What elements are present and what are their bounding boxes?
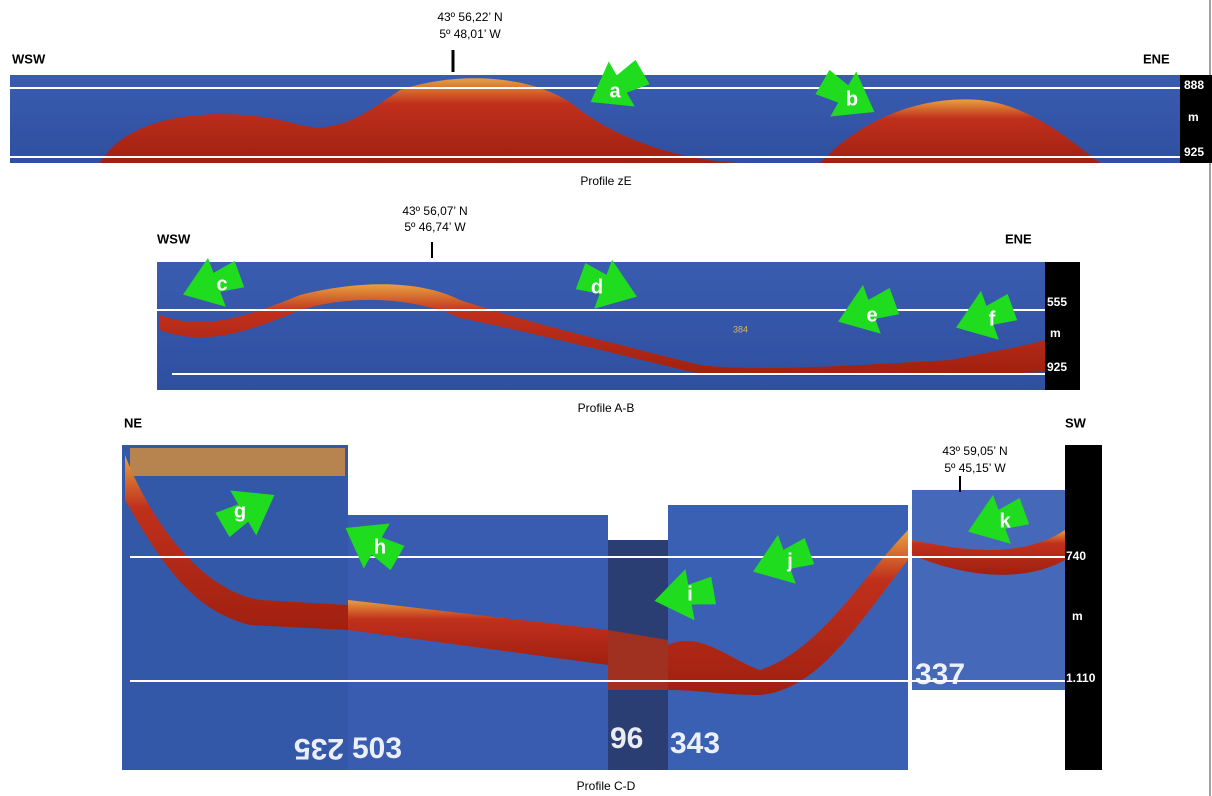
marker-label: g	[234, 500, 246, 522]
figure: 888 m 925 WSW ENE 43º 56,22’ N 5º 48,01’…	[0, 0, 1212, 796]
marker-label: h	[374, 536, 386, 558]
marker-label: i	[687, 583, 693, 605]
scale-bar	[1065, 445, 1102, 770]
direction-label: SW	[1065, 415, 1087, 430]
depth-unit: m	[1188, 110, 1199, 124]
depth-unit: m	[1072, 609, 1083, 623]
screen-reading: 337	[915, 658, 965, 691]
marker-label: e	[866, 304, 877, 326]
marker-label: a	[609, 80, 621, 102]
direction-label: WSW	[157, 231, 191, 246]
coordinate: 5º 48,01’ W	[439, 27, 501, 41]
depth-label: 1.110	[1066, 671, 1096, 685]
screen-reading: 235	[294, 732, 344, 765]
direction-label: ENE	[1005, 231, 1032, 246]
direction-label: WSW	[12, 51, 46, 66]
screen-reading: 503	[352, 732, 402, 765]
marker-label: f	[989, 308, 996, 330]
coordinate: 5º 46,74’ W	[404, 220, 466, 234]
screen-reading: 96	[610, 722, 643, 755]
coordinate: 43º 56,07’ N	[402, 204, 467, 218]
depth-label: 555	[1047, 295, 1067, 309]
coordinate: 5º 45,15’ W	[944, 461, 1006, 475]
marker-label: d	[591, 276, 603, 298]
direction-label: NE	[124, 415, 142, 430]
caption: Profile C-D	[577, 779, 636, 793]
screen-reading: 384	[733, 324, 748, 334]
depth-label: 925	[1047, 360, 1067, 374]
marker-label: c	[216, 273, 227, 295]
marker-label: j	[786, 550, 793, 572]
caption: Profile A-B	[578, 401, 635, 415]
coordinate: 43º 56,22’ N	[437, 10, 502, 24]
marker-label: b	[846, 88, 858, 110]
marker-label: k	[999, 510, 1011, 532]
direction-label: ENE	[1143, 51, 1170, 66]
depth-unit: m	[1050, 326, 1061, 340]
depth-label: 888	[1184, 78, 1204, 92]
caption: Profile zE	[580, 174, 631, 188]
depth-label: 925	[1184, 145, 1204, 159]
surface-echo	[130, 448, 345, 476]
depth-label: 740	[1066, 549, 1086, 563]
screen-reading: 343	[670, 727, 720, 760]
coordinate: 43º 59,05’ N	[942, 444, 1007, 458]
